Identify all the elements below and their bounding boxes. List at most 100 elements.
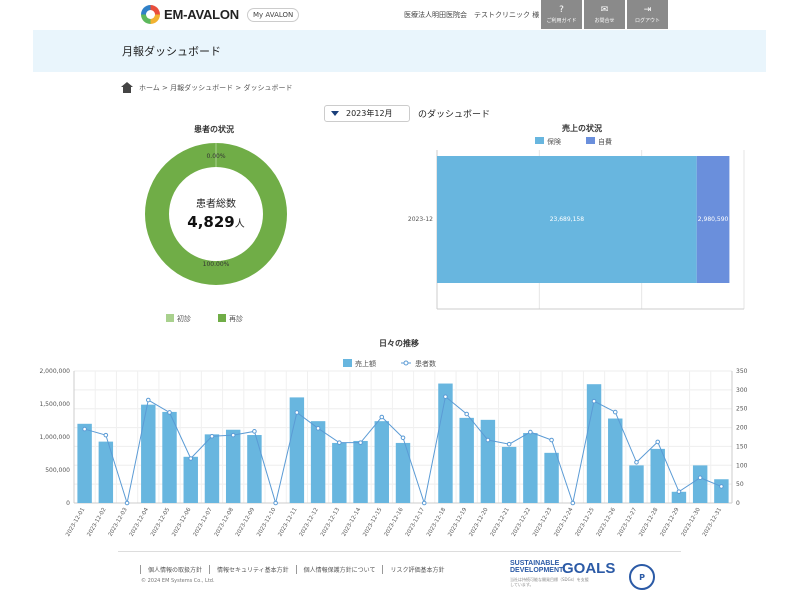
mail-icon: ✉ (600, 5, 609, 15)
daily-bar (77, 423, 92, 503)
daily-line (82, 394, 724, 506)
daily-patient-point (655, 439, 661, 445)
donut-center-value-group: 4,829人 (187, 213, 244, 231)
daily-bar (692, 465, 708, 503)
daily-bar (247, 435, 262, 503)
daily-x-tick: 2023-12-16 (384, 507, 405, 538)
daily-bar (523, 433, 538, 503)
daily-x-tick: 2023-12-08 (214, 507, 235, 538)
daily-patient-point (379, 414, 385, 420)
daily-patient-point (549, 437, 554, 443)
sdgs-logo: SUSTAINABLE DEVELOPMENT GOALS 当社は持続可能な開発… (510, 560, 615, 587)
daily-x-tick: 2023-12-14 (341, 507, 362, 538)
daily-x-tick: 2023-12-01 (65, 507, 86, 538)
logo-text: EM-AVALON (164, 7, 239, 22)
daily-left-tick: 500,000 (45, 467, 70, 474)
daily-x-tick: 2023-12-28 (638, 507, 659, 538)
breadcrumb-home[interactable]: ホーム (139, 83, 160, 92)
daily-bar (289, 397, 305, 503)
footer-links: 個人情報の取扱方針 情報セキュリティ基本方針 個人情報保護方針について リスク評… (140, 565, 452, 574)
footer-link-risk[interactable]: リスク評価基本方針 (382, 565, 451, 574)
logout-icon: ⇥ (643, 5, 652, 15)
breadcrumb: ホーム > 月報ダッシュボード > ダッシュボード (121, 82, 292, 93)
daily-x-tick: 2023-12-26 (596, 507, 617, 538)
daily-bar (714, 479, 729, 503)
home-icon[interactable] (121, 82, 133, 93)
daily-bar (459, 417, 474, 503)
daily-x-tick: 2023-12-09 (235, 507, 256, 538)
daily-x-tick: 2023-12-11 (277, 507, 298, 538)
daily-bars (77, 383, 729, 503)
daily-patient-point (719, 484, 724, 489)
daily-x-tick: 2023-12-05 (150, 507, 171, 538)
patient-chart-title: 患者の状況 (194, 125, 234, 134)
daily-x-tick: 2023-12-23 (532, 507, 553, 538)
daily-patient-point (570, 500, 576, 506)
daily-x-tick: 2023-12-04 (129, 507, 150, 538)
breadcrumb-monthly[interactable]: 月報ダッシュボード (170, 83, 234, 92)
daily-bar (141, 404, 156, 503)
daily-bar (98, 441, 114, 503)
contact-button[interactable]: ✉ お問合せ (584, 0, 625, 29)
logo[interactable]: EM-AVALON My AVALON (141, 5, 300, 24)
footer-link-protection[interactable]: 個人情報保護方針について (295, 565, 383, 574)
daily-x-tick: 2023-12-18 (426, 507, 447, 538)
daily-x-tick: 2023-12-29 (659, 507, 680, 538)
donut-center-unit: 人 (235, 218, 245, 230)
daily-patient-point (506, 441, 512, 447)
footer-divider (118, 551, 681, 552)
daily-patient-point (400, 435, 406, 441)
footer-link-security[interactable]: 情報セキュリティ基本方針 (209, 565, 296, 574)
daily-patient-point (464, 411, 469, 417)
donut-label-revisit: 100.00% (203, 261, 230, 268)
daily-x-tick: 2023-12-19 (447, 507, 468, 538)
legend-swatch-revisit (218, 314, 226, 322)
daily-bar (480, 419, 496, 503)
daily-x-tick: 2023-12-31 (702, 507, 723, 538)
daily-x-tick: 2023-12-30 (681, 507, 702, 538)
daily-patient-point (634, 459, 639, 465)
sales-value-label-self: 2,980,590 (698, 216, 729, 223)
daily-x-tick: 2023-12-27 (617, 507, 638, 538)
sdgs-title-1: SUSTAINABLE (510, 560, 560, 567)
guide-button[interactable]: ? ご利用ガイド (541, 0, 582, 29)
daily-left-tick: 2,000,000 (39, 368, 70, 375)
logout-button[interactable]: ⇥ ログアウト (627, 0, 668, 29)
daily-patient-point (697, 475, 703, 481)
daily-patient-point (273, 500, 278, 506)
daily-bar (629, 465, 644, 503)
daily-patient-point (82, 426, 87, 432)
daily-combo-chart: 売上額 患者数 0 50 100 150 200 250 300 350 0 500,000 1,0… (39, 359, 748, 538)
daily-legend-marker-patients (403, 360, 409, 366)
sdgs-title-2: DEVELOPMENT (510, 567, 564, 574)
daily-x-tick: 2023-12-22 (511, 507, 532, 538)
donut-center-label: 患者総数 (196, 197, 236, 210)
copyright: © 2024 EM Systems Co., Ltd. (141, 578, 215, 584)
daily-patient-point (591, 398, 597, 404)
footer-link-privacy[interactable]: 個人情報の取扱方針 (140, 565, 209, 574)
month-suffix: のダッシュボード (418, 110, 491, 120)
daily-bar (225, 429, 241, 503)
daily-patient-point (188, 456, 194, 461)
sales-legend-self: 自費 (598, 137, 612, 146)
clinic-name: 医療法人明田医院会 テストクリニック 様 (404, 11, 540, 19)
daily-chart-title: 日々の推移 (379, 339, 419, 348)
daily-patient-point (485, 437, 491, 443)
legend-label-revisit: 再診 (229, 314, 243, 323)
daily-bar (650, 448, 665, 503)
title-bar: 月報ダッシュボード (33, 30, 766, 72)
daily-right-tick: 200 (736, 425, 748, 432)
sales-bar-insurance (437, 156, 697, 283)
sales-stacked-bar-chart: 保険 自費 2023-12 23,689,158 2,980,590 (408, 137, 745, 310)
daily-right-tick: 0 (736, 500, 740, 507)
daily-bar (586, 384, 602, 503)
my-avalon-badge[interactable]: My AVALON (247, 7, 300, 22)
daily-legend-swatch-sales (343, 359, 352, 367)
month-select[interactable]: 2023年12月 (324, 105, 410, 122)
daily-patient-point (209, 433, 215, 439)
privacy-mark-icon: P (629, 564, 655, 590)
daily-patient-point (230, 432, 236, 438)
legend-swatch-first (166, 314, 174, 322)
header-buttons: ? ご利用ガイド ✉ お問合せ ⇥ ログアウト (541, 0, 668, 29)
caret-down-icon (331, 111, 339, 116)
